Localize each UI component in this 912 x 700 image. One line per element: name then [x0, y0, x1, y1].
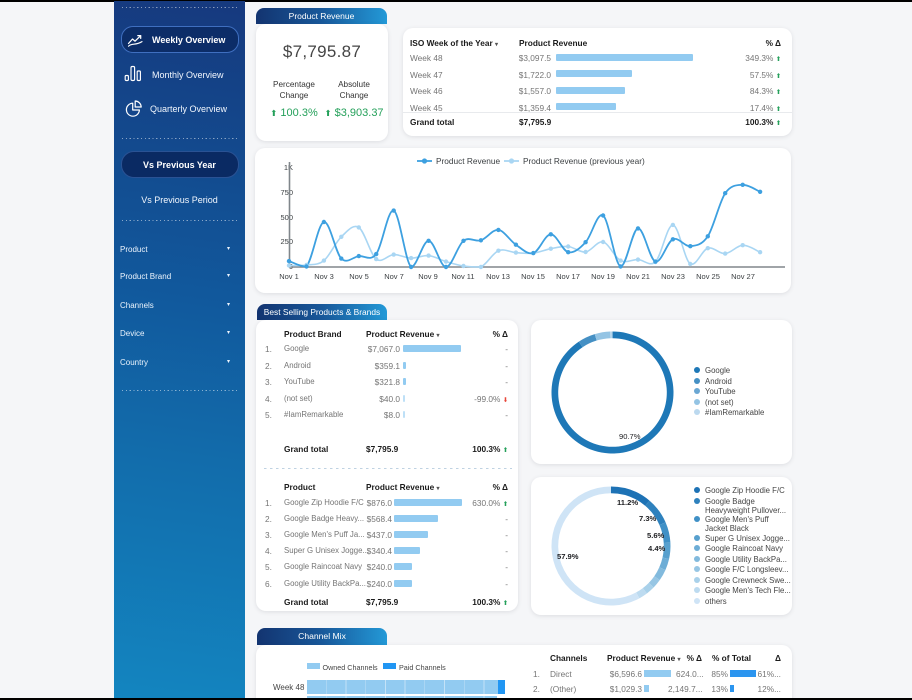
svg-text:250: 250 — [280, 237, 293, 246]
svg-text:500: 500 — [280, 213, 293, 222]
svg-text:Nov 17: Nov 17 — [556, 272, 580, 281]
svg-text:Nov 9: Nov 9 — [418, 272, 438, 281]
svg-text:Nov 23: Nov 23 — [661, 272, 685, 281]
svg-text:Nov 7: Nov 7 — [384, 272, 404, 281]
svg-text:Nov 21: Nov 21 — [626, 272, 650, 281]
svg-text:Product Revenue: Product Revenue — [436, 156, 500, 166]
svg-text:Nov 1: Nov 1 — [279, 272, 299, 281]
svg-text:Nov 5: Nov 5 — [349, 272, 369, 281]
svg-text:Nov 25: Nov 25 — [696, 272, 720, 281]
svg-text:Nov 3: Nov 3 — [314, 272, 334, 281]
svg-text:Nov 15: Nov 15 — [521, 272, 545, 281]
svg-text:1K: 1K — [284, 163, 293, 172]
svg-text:Nov 27: Nov 27 — [731, 272, 755, 281]
svg-text:Product Revenue (previous year: Product Revenue (previous year) — [523, 156, 645, 166]
svg-text:Nov 19: Nov 19 — [591, 272, 615, 281]
svg-text:Nov 11: Nov 11 — [451, 272, 474, 281]
svg-text:750: 750 — [280, 188, 293, 197]
svg-text:Nov 13: Nov 13 — [486, 272, 510, 281]
